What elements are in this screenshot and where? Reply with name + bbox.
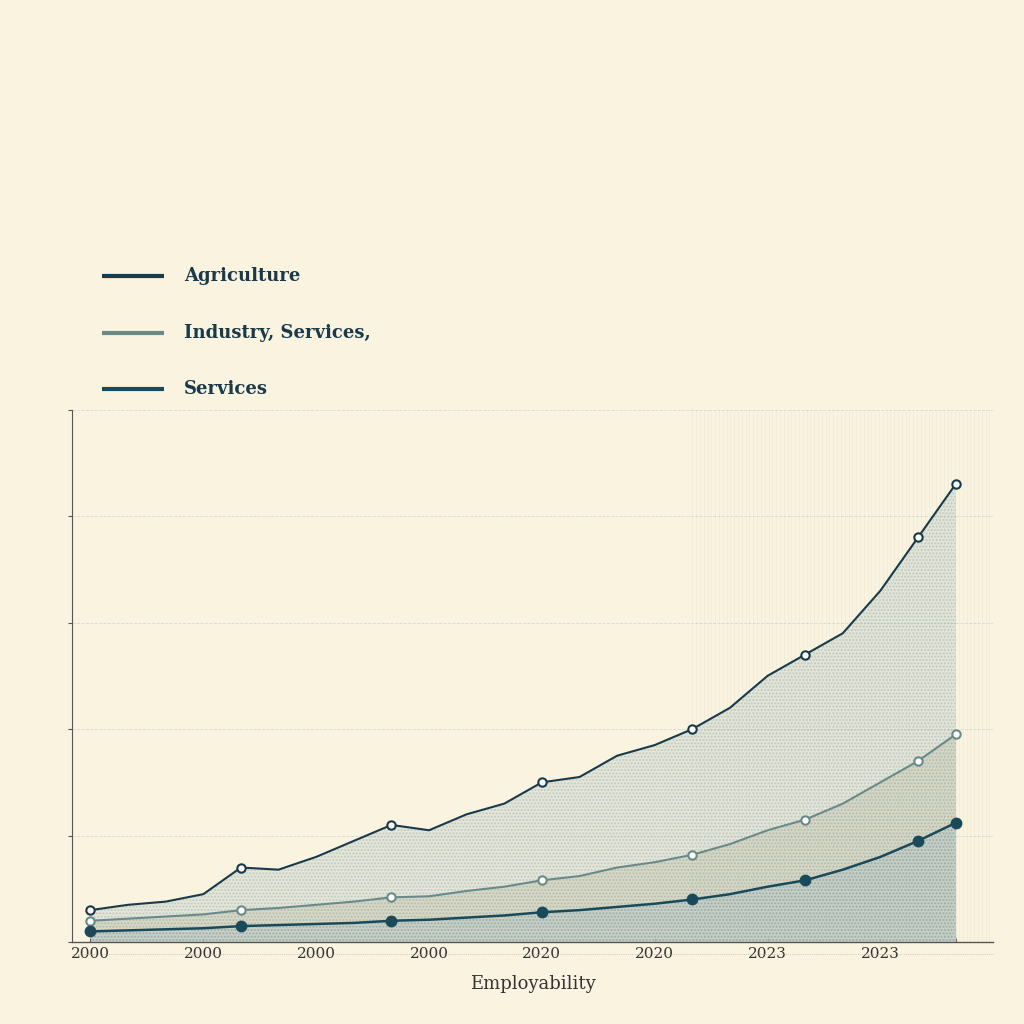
Text: Services: Services bbox=[184, 380, 268, 398]
X-axis label: Employability: Employability bbox=[470, 975, 595, 993]
Text: Industry, Services,: Industry, Services, bbox=[184, 324, 371, 342]
Text: Agriculture: Agriculture bbox=[184, 267, 301, 286]
